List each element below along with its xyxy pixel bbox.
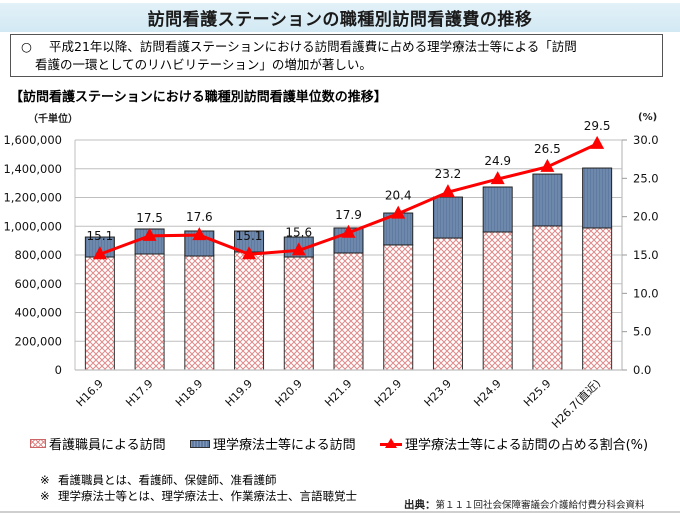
notes: ※ 看護職員とは、看護師、保健師、准看護師 ※ 理学療法士等とは、理学療法士、作業療… [40,472,357,504]
bottom-divider [0,511,680,513]
ratio-data-label: 29.5 [584,119,611,133]
bullet-circle-icon: ○ [21,39,32,54]
summary-box: ○ 平成21年以降、訪問看護ステーションにおける訪問看護費に占める理学療法士等によ… [10,34,663,77]
y-left-tick-label: 1,200,000 [3,191,62,205]
bar-nurse [234,251,265,371]
y-left-tick-label: 1,400,000 [3,162,62,176]
axes: 0 200,000 400,000 600,000 800,000 1,000,000 1,… [3,112,658,377]
ratio-marker-triangle [440,184,455,198]
legend: 看護職員による訪問 理学療法士等による訪問 理学療法士等による訪問の占める割合(… [0,434,680,454]
y-left-tick-label: 600,000 [14,277,62,291]
ratio-data-label: 26.5 [534,142,561,156]
x-tick-label: H21.9 [322,377,354,409]
y-left-tick-label: 800,000 [14,248,62,262]
ratio-data-label: 17.5 [136,211,163,225]
y-right-tick-label: 10.0 [633,286,659,300]
ratio-marker-triangle [391,205,406,219]
source-citation: 出典：第１１１回社会保障審議会介護給付費分科会資料 [404,497,645,512]
bar-nurse [184,255,215,371]
y-right-tick-label: 0.0 [633,363,651,377]
bar-therapist [482,186,513,233]
y-left-tick-label: 1,000,000 [3,219,62,233]
legend-label: 理学療法士等による訪問 [213,438,356,453]
x-tick-label: H26.7(直近) [549,376,604,431]
note-mark: ※ [40,489,50,503]
y-right-tick-label: 15.0 [633,248,659,262]
ratio-line [92,135,605,260]
bar-nurse [333,252,364,371]
ratio-data-label: 17.9 [335,208,362,222]
summary-text-1: 平成21年以降、訪問看護ステーションにおける訪問看護費に占める理学療法士等による… [49,39,577,54]
hatch-swatch-icon [30,439,46,448]
summary-line-1: ○ 平成21年以降、訪問看護ステーションにおける訪問看護費に占める理学療法士等によ… [21,38,654,56]
y-left-unit-label: （千単位） [28,112,78,125]
note-mark: ※ [40,473,50,487]
x-tick-label: H17.9 [123,377,155,409]
bar-therapist [432,196,463,239]
source-label: 出典： [404,499,436,511]
ratio-marker-triangle [341,224,356,238]
ratio-marker-triangle [590,135,605,149]
ratio-data-label: 15.6 [285,225,312,239]
y-right-tick-label: 25.0 [633,171,659,185]
note-item: ※ 看護職員とは、看護師、保健師、准看護師 [40,472,357,488]
stacked-bar-line-chart: 0 200,000 400,000 600,000 800,000 1,000,000 1,… [3,112,658,431]
line-triangle-swatch-icon [380,437,402,450]
bar-nurse [134,253,165,371]
summary-line-2: 看護の一環としてのリハビリテーション」の増加が著しい。 [35,57,372,72]
x-tick-label: H24.9 [471,377,503,409]
legend-item-ratio: 理学療法士等による訪問の占める割合(%) [380,434,648,453]
y-left-tick-label: 400,000 [14,306,62,320]
y-right-tick-label: 30.0 [633,133,659,147]
bars [84,167,613,371]
note-text: 理学療法士等とは、理学療法士、作業療法士、言語聴覚士 [58,489,357,503]
bar-nurse [383,244,414,371]
note-item: ※ 理学療法士等とは、理学療法士、作業療法士、言語聴覚士 [40,488,357,504]
bar-nurse [84,256,115,371]
legend-item-pt: 理学療法士等による訪問 [190,434,356,453]
note-text: 看護職員とは、看護師、保健師、准看護師 [58,473,277,487]
ratio-data-label: 17.6 [186,210,213,224]
page-title: 訪問看護ステーションの職種別訪問看護費の推移 [147,10,533,30]
y-left-tick-label: 1,600,000 [3,133,62,147]
ratio-data-label: 24.9 [484,154,511,168]
y-right-tick-label: 5.0 [633,325,651,339]
title-bar: 訪問看護ステーションの職種別訪問看護費の推移 [0,3,680,32]
bar-nurse [532,225,563,371]
x-tick-label: H20.9 [273,377,305,409]
ratio-marker-triangle [242,246,257,260]
ratio-marker-triangle [490,171,505,185]
bar-nurse [432,237,463,371]
source-text: 第１１１回社会保障審議会介護給付費分科会資料 [435,500,645,511]
ratio-marker-triangle [540,158,555,172]
y-left-tick-label: 0 [55,363,62,377]
bar-nurse [283,256,314,371]
legend-label: 看護職員による訪問 [49,438,166,453]
x-tick-label: H25.9 [521,377,553,409]
legend-label: 理学療法士等による訪問の占める割合(%) [405,438,649,453]
legend-item-nurse: 看護職員による訪問 [30,434,166,453]
ratio-marker-triangle [291,242,306,256]
x-tick-label: H22.9 [372,377,404,409]
chart-heading: 【訪問看護ステーションにおける職種別訪問看護単位数の推移】 [10,90,387,105]
ratio-marker-triangle [92,246,107,260]
ratio-marker-triangle [142,227,157,241]
x-tick-label: H19.9 [223,377,255,409]
x-tick-label: H18.9 [173,377,205,409]
y-left-tick-label: 200,000 [14,334,62,348]
bar-nurse [582,227,613,371]
bar-therapist [532,173,563,227]
y-right-unit-label: (%) [638,112,657,123]
x-tick-label: H16.9 [74,377,106,409]
ratio-data-label: 23.2 [435,167,462,181]
ratio-data-label: 20.4 [385,189,412,203]
ratio-data-label: 15.1 [87,229,114,243]
bar-nurse [482,231,513,371]
ratio-marker-triangle [192,227,207,241]
bar-swatch-icon [190,439,210,448]
y-right-tick-label: 20.0 [633,210,659,224]
ratio-data-label: 15.1 [236,229,263,243]
bar-therapist [582,167,613,229]
x-tick-label: H23.9 [422,377,454,409]
